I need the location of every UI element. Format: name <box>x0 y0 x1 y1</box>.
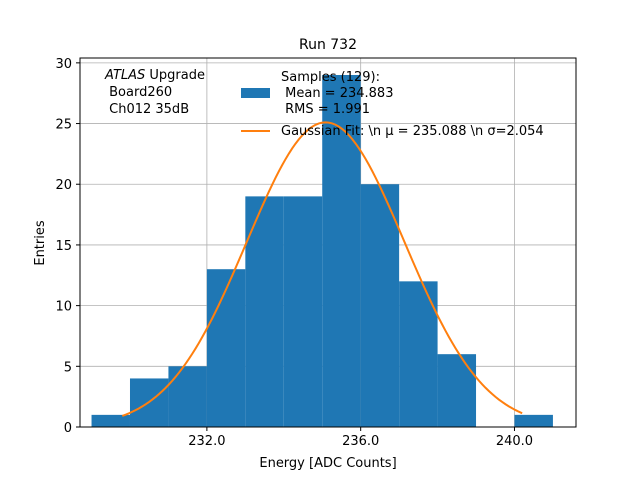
y-tick-label-0: 0 <box>64 421 72 436</box>
annotation-upgrade: Upgrade <box>145 68 205 83</box>
x-tick-label-2: 240.0 <box>496 434 533 449</box>
histogram-bar-2 <box>168 366 207 427</box>
x-tick-label-0: 232.0 <box>188 434 225 449</box>
annotation-board: Board260 <box>105 85 172 100</box>
histogram-bar-0 <box>91 414 130 427</box>
y-tick-label-2: 10 <box>55 300 72 315</box>
legend-samples-mean: Mean = 234.883 <box>281 86 393 101</box>
legend-samples-rms: RMS = 1.991 <box>281 102 370 117</box>
annotation-line-1: ATLAS Upgrade <box>104 68 205 83</box>
y-tick-label-1: 5 <box>64 360 72 375</box>
legend-samples-title: Samples (129): <box>281 70 380 85</box>
y-tick-label-3: 15 <box>55 239 72 254</box>
x-axis-ticks: 232.0 236.0 240.0 <box>188 427 533 449</box>
legend-samples-swatch <box>241 88 270 98</box>
axes-frame <box>79 57 577 428</box>
histogram-bar-7 <box>360 184 400 427</box>
histogram-bar-6 <box>322 74 361 428</box>
y-tick-label-5: 25 <box>55 118 72 133</box>
y-tick-label-4: 20 <box>55 178 72 193</box>
histogram-bars <box>91 74 553 428</box>
atlas-annotation: ATLAS Upgrade Board260 Ch012 35dB <box>104 68 205 117</box>
histogram-bar-3 <box>206 269 246 427</box>
y-axis-ticks: 0 5 10 15 20 25 30 <box>55 57 80 436</box>
histogram-bar-8 <box>399 281 438 427</box>
histogram-bar-11 <box>514 414 553 427</box>
legend-fit-label: Gaussian Fit: \n μ = 235.088 \n σ=2.054 <box>281 124 544 139</box>
gaussian-fit-line <box>121 121 523 417</box>
x-axis-label: Energy [ADC Counts] <box>259 456 396 471</box>
legend: Samples (129): Mean = 234.883 RMS = 1.99… <box>241 70 544 139</box>
gaussian-fit <box>121 121 523 417</box>
histogram-bar-9 <box>437 354 477 427</box>
y-tick-label-6: 30 <box>55 57 72 72</box>
annotation-channel: Ch012 35dB <box>105 102 189 117</box>
x-tick-label-1: 236.0 <box>342 434 379 449</box>
annotation-atlas: ATLAS <box>104 68 145 83</box>
histogram-bar-5 <box>283 196 323 427</box>
y-axis-label: Entries <box>33 220 48 266</box>
histogram-bar-4 <box>245 196 284 427</box>
chart-title: Run 732 <box>299 37 357 53</box>
